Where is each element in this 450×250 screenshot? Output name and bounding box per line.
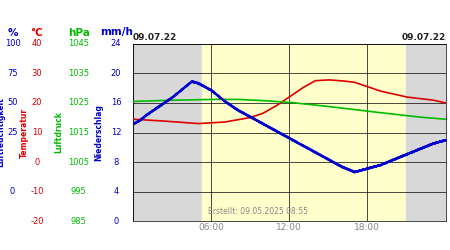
- Text: 0: 0: [10, 187, 15, 196]
- Text: 75: 75: [7, 69, 18, 78]
- Text: 1025: 1025: [68, 98, 89, 108]
- Bar: [133, 44, 202, 221]
- Text: 20: 20: [111, 69, 122, 78]
- Text: 1015: 1015: [68, 128, 89, 137]
- Text: Luftdruck: Luftdruck: [54, 112, 63, 154]
- Text: 16: 16: [111, 98, 122, 108]
- Text: 0: 0: [113, 217, 119, 226]
- Text: 30: 30: [32, 69, 42, 78]
- Text: -20: -20: [30, 217, 44, 226]
- Text: 8: 8: [113, 158, 119, 166]
- Bar: [406, 44, 446, 221]
- Text: Luftfeuchtigkeit: Luftfeuchtigkeit: [0, 98, 5, 168]
- Text: 0: 0: [34, 158, 40, 166]
- Text: mm/h: mm/h: [99, 28, 133, 38]
- Text: 1005: 1005: [68, 158, 89, 166]
- Text: Erstellt: 09.05.2025 08:55: Erstellt: 09.05.2025 08:55: [208, 207, 308, 216]
- Text: 20: 20: [32, 98, 42, 108]
- Text: -10: -10: [30, 187, 44, 196]
- Text: 4: 4: [113, 187, 119, 196]
- Text: 50: 50: [7, 98, 18, 108]
- Text: hPa: hPa: [68, 28, 90, 38]
- Bar: [202, 44, 406, 221]
- Text: %: %: [7, 28, 18, 38]
- Text: Temperatur: Temperatur: [20, 108, 29, 158]
- Text: Niederschlag: Niederschlag: [94, 104, 104, 161]
- Text: 12: 12: [111, 128, 122, 137]
- Text: 1045: 1045: [68, 39, 89, 48]
- Text: 995: 995: [71, 187, 86, 196]
- Text: 09.07.22: 09.07.22: [401, 33, 446, 42]
- Text: 25: 25: [7, 128, 18, 137]
- Text: 10: 10: [32, 128, 42, 137]
- Text: 09.07.22: 09.07.22: [133, 33, 177, 42]
- Text: 985: 985: [71, 217, 87, 226]
- Text: °C: °C: [31, 28, 43, 38]
- Text: 40: 40: [32, 39, 42, 48]
- Text: 24: 24: [111, 39, 122, 48]
- Text: 100: 100: [4, 39, 21, 48]
- Text: 1035: 1035: [68, 69, 89, 78]
